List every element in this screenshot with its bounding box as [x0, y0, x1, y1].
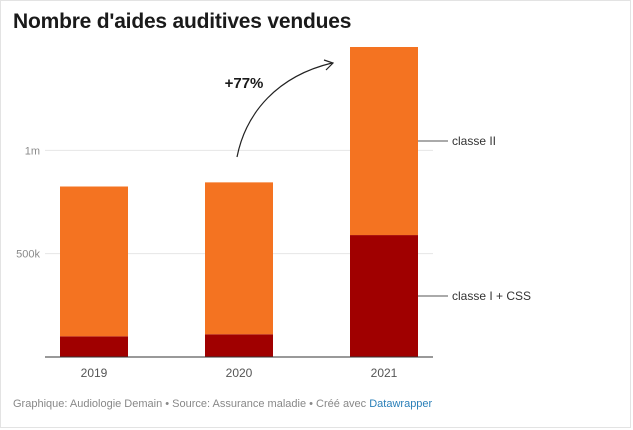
- legend: classe I + CSS classe II: [418, 134, 531, 303]
- growth-arrow: [236, 62, 333, 158]
- x-tick-label-2020: 2020: [226, 366, 253, 380]
- bar-2021-series-0: [350, 235, 418, 357]
- bar-2020-series-0: [205, 334, 273, 357]
- growth-annotation: +77%: [225, 75, 264, 92]
- y-tick-label-0: 500k: [16, 249, 40, 261]
- y-axis-ticks: 500k 1m: [16, 145, 40, 260]
- bar-2019-series-1: [60, 186, 128, 337]
- chart-title: Nombre d'aides auditives vendues: [13, 10, 352, 33]
- x-tick-label-2021: 2021: [371, 366, 398, 380]
- y-tick-label-1: 1m: [25, 145, 40, 157]
- x-axis-ticks: 2019 2020 2021: [81, 366, 398, 380]
- datawrapper-link[interactable]: Datawrapper: [369, 398, 433, 410]
- x-tick-label-2019: 2019: [81, 366, 108, 380]
- growth-arrow-head: [323, 59, 335, 71]
- legend-label-0: classe I + CSS: [452, 289, 531, 303]
- chart-footer: Graphique: Audiologie Demain • Source: A…: [13, 398, 432, 410]
- bars: [60, 47, 418, 357]
- footer-credits: Graphique: Audiologie Demain • Source: A…: [13, 398, 370, 410]
- bar-2020-series-1: [205, 182, 273, 335]
- bar-2021-series-1: [350, 47, 418, 236]
- bar-2019-series-0: [60, 336, 128, 357]
- legend-label-1: classe II: [452, 134, 496, 148]
